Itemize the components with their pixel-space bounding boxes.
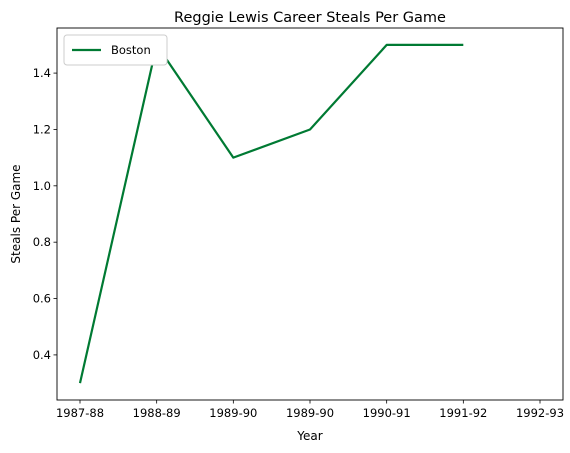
x-tick-label: 1987-88 [56,406,104,420]
chart-title: Reggie Lewis Career Steals Per Game [174,10,446,26]
y-axis-label: Steals Per Game [9,164,23,263]
x-tick-label: 1988-89 [133,406,181,420]
x-tick-label: 1989-90 [209,406,257,420]
y-tick-label: 0.4 [33,348,51,362]
x-tick-label: 1990-91 [363,406,411,420]
plot-frame [56,27,564,401]
legend: Boston [63,34,168,66]
y-tick-label: 1.2 [33,122,51,136]
x-tick-label: 1991-92 [439,406,487,420]
series-line-boston [78,43,464,384]
legend-label-boston: Boston [111,43,151,57]
y-tick-label: 1.0 [33,179,51,193]
x-axis-label: Year [296,429,322,443]
y-axis: 0.4 0.6 0.8 1.0 1.2 1.4 [33,66,57,362]
legend-box [63,34,168,66]
series-layer [78,43,464,384]
x-tick-label: 1989-90 [286,406,334,420]
plot-area [56,27,564,401]
x-axis: 1987-88 1988-89 1989-90 1989-90 1990-91 1991-… [56,400,564,420]
x-tick-label: 1992-93 [516,406,564,420]
y-tick-label: 1.4 [33,66,51,80]
y-tick-label: 0.6 [33,292,51,306]
y-tick-label: 0.8 [33,235,51,249]
